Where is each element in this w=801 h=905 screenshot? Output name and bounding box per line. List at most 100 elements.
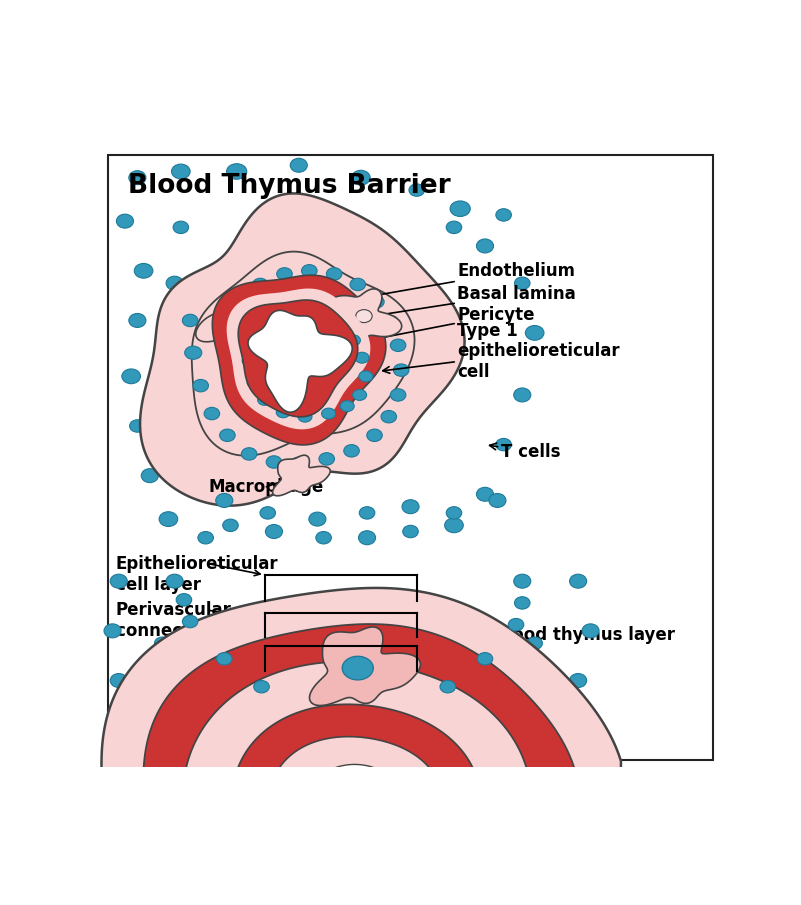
Text: Pericyte: Pericyte [372, 307, 534, 341]
Text: Type 1
epithelioreticular
cell: Type 1 epithelioreticular cell [383, 321, 620, 381]
Ellipse shape [219, 429, 235, 442]
Ellipse shape [258, 395, 272, 405]
Ellipse shape [111, 574, 127, 588]
Ellipse shape [256, 330, 270, 341]
Ellipse shape [552, 718, 567, 730]
Ellipse shape [368, 296, 384, 308]
Ellipse shape [513, 574, 531, 588]
Polygon shape [195, 292, 278, 355]
Ellipse shape [215, 493, 233, 508]
Ellipse shape [111, 673, 127, 688]
Ellipse shape [273, 319, 287, 329]
Text: T cells: T cells [489, 443, 560, 461]
Ellipse shape [513, 388, 531, 402]
Ellipse shape [434, 737, 449, 748]
Ellipse shape [290, 158, 308, 172]
Ellipse shape [171, 164, 190, 179]
Ellipse shape [183, 314, 198, 327]
Ellipse shape [116, 214, 134, 228]
Ellipse shape [390, 389, 406, 401]
Polygon shape [238, 300, 358, 417]
Ellipse shape [489, 493, 506, 508]
Polygon shape [102, 588, 621, 780]
Ellipse shape [402, 500, 419, 514]
Ellipse shape [227, 317, 246, 330]
Ellipse shape [509, 618, 524, 631]
Ellipse shape [104, 624, 121, 638]
Ellipse shape [403, 525, 418, 538]
Ellipse shape [525, 326, 544, 340]
Ellipse shape [381, 411, 396, 423]
Polygon shape [303, 765, 406, 801]
Ellipse shape [496, 209, 511, 221]
Ellipse shape [570, 673, 586, 688]
Ellipse shape [326, 268, 342, 281]
Ellipse shape [130, 420, 145, 433]
Ellipse shape [173, 221, 188, 233]
Ellipse shape [276, 268, 292, 281]
Ellipse shape [446, 221, 461, 233]
Ellipse shape [340, 401, 354, 412]
Ellipse shape [193, 379, 208, 392]
Ellipse shape [154, 736, 171, 749]
Ellipse shape [216, 711, 232, 724]
Ellipse shape [344, 444, 360, 457]
Ellipse shape [514, 277, 530, 290]
Text: Blood thymus layer: Blood thymus layer [494, 626, 675, 644]
Ellipse shape [342, 656, 373, 680]
Polygon shape [184, 662, 529, 780]
Ellipse shape [356, 310, 372, 322]
Ellipse shape [183, 615, 198, 628]
Ellipse shape [260, 507, 276, 519]
Ellipse shape [301, 264, 317, 277]
Ellipse shape [276, 407, 290, 418]
Ellipse shape [390, 339, 406, 351]
Ellipse shape [514, 596, 530, 609]
Ellipse shape [155, 637, 170, 650]
Ellipse shape [291, 457, 307, 470]
Ellipse shape [477, 487, 493, 501]
Ellipse shape [216, 314, 232, 327]
Ellipse shape [539, 711, 555, 724]
Ellipse shape [204, 407, 219, 420]
Ellipse shape [135, 263, 153, 278]
Ellipse shape [309, 512, 326, 526]
Polygon shape [326, 289, 401, 343]
Ellipse shape [241, 334, 255, 345]
Ellipse shape [321, 408, 336, 419]
Ellipse shape [332, 321, 346, 332]
Ellipse shape [166, 276, 183, 291]
Ellipse shape [496, 438, 511, 451]
Ellipse shape [346, 335, 360, 346]
Ellipse shape [198, 531, 213, 544]
Polygon shape [140, 194, 465, 506]
Ellipse shape [445, 518, 463, 533]
Ellipse shape [527, 737, 542, 748]
Ellipse shape [216, 653, 232, 665]
Ellipse shape [265, 525, 283, 538]
Polygon shape [272, 455, 330, 496]
Ellipse shape [352, 389, 367, 400]
Ellipse shape [372, 737, 387, 748]
Ellipse shape [166, 574, 183, 588]
Ellipse shape [367, 429, 382, 442]
Ellipse shape [266, 456, 282, 468]
Ellipse shape [527, 637, 542, 650]
Polygon shape [191, 252, 415, 456]
Ellipse shape [350, 278, 365, 291]
Ellipse shape [176, 594, 191, 606]
Ellipse shape [477, 239, 493, 252]
Ellipse shape [129, 171, 146, 185]
Polygon shape [248, 310, 352, 412]
Ellipse shape [393, 364, 409, 376]
Ellipse shape [223, 519, 238, 531]
Ellipse shape [185, 346, 202, 359]
Ellipse shape [227, 164, 247, 179]
Ellipse shape [383, 316, 398, 328]
Ellipse shape [313, 314, 328, 325]
Ellipse shape [293, 312, 307, 323]
Ellipse shape [241, 448, 257, 460]
Ellipse shape [355, 352, 369, 363]
Ellipse shape [409, 184, 425, 196]
Ellipse shape [141, 469, 159, 482]
